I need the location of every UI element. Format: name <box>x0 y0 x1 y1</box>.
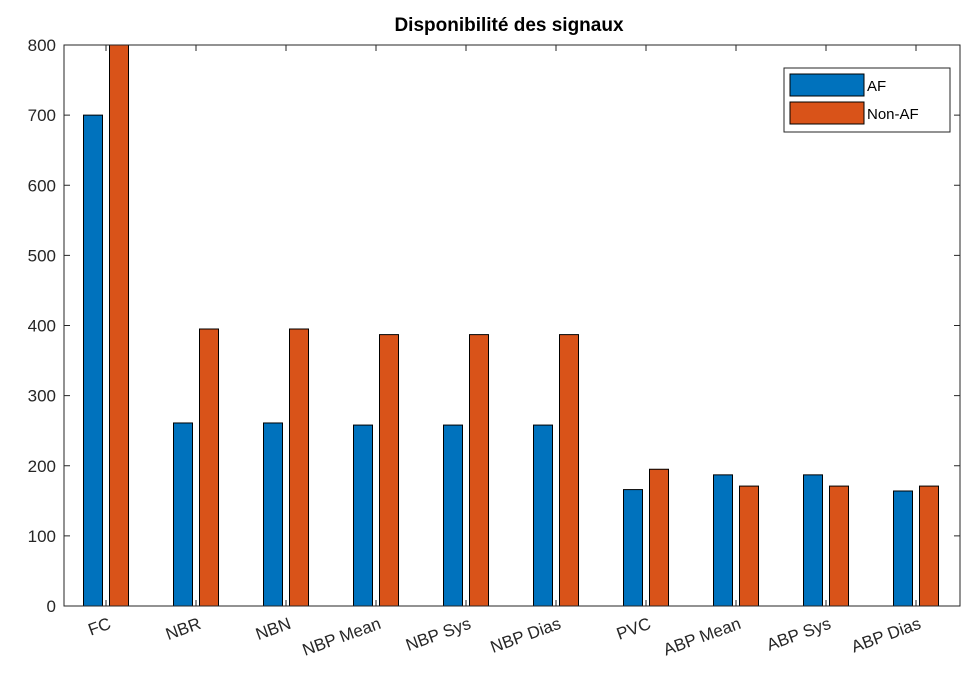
bars-group <box>83 44 939 607</box>
bar-non-af-abp-sys <box>829 485 849 607</box>
bar-non-af-abp-mean <box>739 485 759 607</box>
y-tick-label: 200 <box>28 457 56 476</box>
bar-non-af-nbn <box>289 328 309 607</box>
x-tick-label-nbp-dias: NBP Dias <box>488 614 563 657</box>
y-tick-label: 400 <box>28 317 56 336</box>
x-tick-label-nbp-mean: NBP Mean <box>300 614 383 660</box>
bar-af-nbp-mean <box>353 424 373 607</box>
x-tick-label-abp-sys: ABP Sys <box>764 614 833 655</box>
legend-swatch-non-af <box>789 101 865 125</box>
bar-non-af-nbp-sys <box>469 334 489 607</box>
bar-af-abp-mean <box>713 474 733 607</box>
bar-af-abp-sys <box>803 474 823 607</box>
legend-label-non-af: Non-AF <box>867 106 919 123</box>
bar-non-af-abp-dias <box>919 485 939 607</box>
bar-af-nbp-dias <box>533 424 553 607</box>
legend-swatch-af <box>789 73 865 97</box>
x-tick-label-pvc: PVC <box>614 614 653 644</box>
bar-non-af-pvc <box>649 468 669 607</box>
y-tick-label: 500 <box>28 246 56 265</box>
legend-label-af: AF <box>867 78 886 95</box>
x-tick-label-abp-dias: ABP Dias <box>849 614 924 657</box>
y-tick-label: 0 <box>47 597 56 616</box>
bar-non-af-nbp-mean <box>379 334 399 607</box>
x-tick-label-nbn: NBN <box>253 614 293 644</box>
y-tick-label: 100 <box>28 527 56 546</box>
x-tick-label-fc: FC <box>86 614 114 640</box>
y-tick-label: 800 <box>28 36 56 55</box>
bar-non-af-nbr <box>199 328 219 607</box>
x-tick-label-nbp-sys: NBP Sys <box>403 614 473 655</box>
bar-af-nbn <box>263 422 283 607</box>
bar-af-nbp-sys <box>443 424 463 607</box>
legend: AF Non-AF <box>783 67 951 133</box>
y-tick-label: 300 <box>28 387 56 406</box>
bar-non-af-fc <box>109 44 129 607</box>
bar-af-nbr <box>173 422 193 607</box>
bar-af-fc <box>83 114 103 607</box>
x-tick-label-nbr: NBR <box>163 614 203 644</box>
bar-af-pvc <box>623 489 643 607</box>
bar-non-af-nbp-dias <box>559 334 579 607</box>
bar-af-abp-dias <box>893 490 913 607</box>
y-tick-label: 600 <box>28 176 56 195</box>
y-tick-label: 700 <box>28 106 56 125</box>
chart-title: Disponibilité des signaux <box>394 15 624 36</box>
x-tick-label-abp-mean: ABP Mean <box>661 614 744 660</box>
